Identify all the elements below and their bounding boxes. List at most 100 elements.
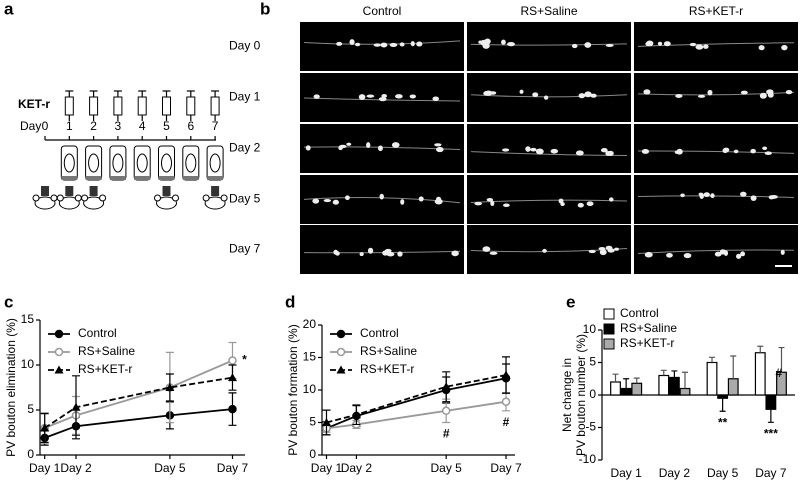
bouton [432,96,439,102]
bouton [391,142,400,148]
bouton [607,248,615,253]
legend-swatch [603,308,615,320]
bouton [571,43,578,49]
legend-swatch [603,323,615,335]
bouton [663,41,671,47]
micrograph [467,22,631,71]
y-tick-label: -5 [585,420,596,434]
series-line [326,400,507,430]
bouton [697,94,706,98]
x-tick-label: Day 7 [490,461,522,475]
bouton [386,252,395,257]
bouton [486,197,494,202]
legend-label: RS+KET-r [620,336,674,350]
bouton [333,249,339,255]
drug-label: KET-r [18,97,50,111]
bouton [600,148,608,153]
bouton [507,41,515,47]
series-line [326,374,507,424]
bouton [535,148,544,155]
y-tick-label: 10 [303,382,317,396]
bouton [722,147,730,153]
micrograph [467,175,631,224]
bar [668,376,680,396]
bouton [680,193,685,198]
y-tick-label: 20 [303,317,317,331]
day-number: 7 [212,119,219,133]
bouton [366,94,375,98]
bouton [586,201,594,207]
y-tick-label: 0 [27,447,34,461]
legend-label: RS+Saline [78,344,135,358]
restrained-mouse [63,153,75,173]
mouse-ear [220,194,228,202]
x-tick-label: Day 1 [311,461,343,475]
bouton [344,195,350,201]
bouton [373,43,381,47]
day-number: 2 [90,119,97,133]
legend-swatch [603,338,615,350]
bouton [397,251,403,257]
y-tick-label: 15 [21,312,35,326]
series-line [326,377,507,430]
micrograph [634,225,798,274]
bouton [502,203,510,207]
axon [637,42,795,47]
bouton [313,94,320,99]
bouton [502,148,510,152]
bouton [584,42,592,48]
day-number: 3 [115,119,122,133]
bouton [359,252,364,257]
x-tick-label: Day 5 [430,461,462,475]
bouton [367,247,374,254]
bouton [409,94,416,99]
marker [351,410,361,419]
day-number: 1 [66,119,73,133]
bouton [519,89,524,94]
error-bar [757,345,764,353]
axon [637,91,795,96]
bouton [339,144,347,149]
bouton [558,198,564,204]
mouse-ear [74,194,82,202]
x-tick-label: Day 7 [217,461,249,475]
marker [501,397,511,406]
mouse-ear [81,194,89,202]
bouton [759,92,767,99]
bouton [378,96,387,102]
bouton [336,41,343,46]
legend-label: RS+KET-r [360,362,414,376]
y-tick-label: 0 [309,447,316,461]
error-bar [778,346,785,373]
bouton [781,44,788,51]
bouton [575,150,584,156]
bouton [578,93,586,99]
bouton [410,41,415,47]
annotation: *** [764,426,778,440]
y-axis-label: PV bouton elimination (%) [4,318,18,457]
row-label: Day 0 [229,39,261,53]
series-line [44,408,233,439]
micrograph [467,73,631,122]
micrograph [300,225,464,274]
micrograph [467,124,631,173]
bouton [501,39,506,45]
legend-marker [336,329,346,339]
x-tick-label: Day 1 [29,461,61,475]
error-bar [681,371,688,389]
bouton [400,199,405,205]
bouton [532,92,539,98]
marker [228,356,237,365]
bouton [599,249,607,256]
bouton [769,194,778,199]
syringe [162,96,171,116]
marker [441,382,451,391]
micrograph [634,73,798,122]
micrograph [634,175,798,224]
bouton [785,89,793,95]
column-label: Control [363,4,402,18]
y-tick-label: 15 [303,350,317,364]
bouton [657,41,663,46]
mouse-ear [154,194,161,202]
